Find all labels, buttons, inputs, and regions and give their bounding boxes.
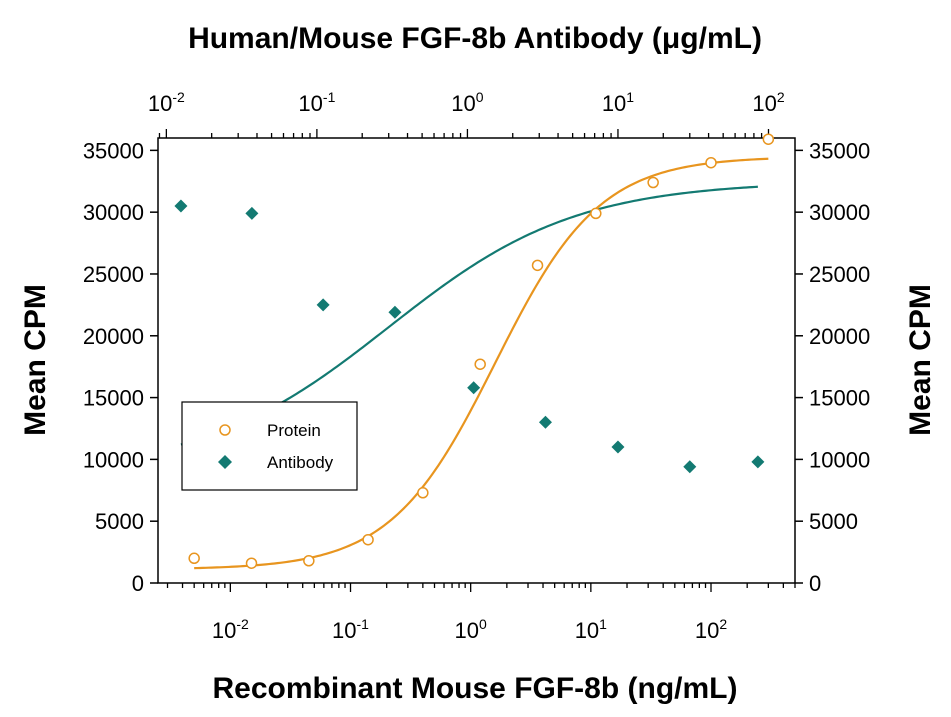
antibody-point xyxy=(174,199,188,213)
y-tick-label-left: 10000 xyxy=(83,447,144,472)
bottom-x-tick-label: 100 xyxy=(455,616,487,643)
y-tick-label-right: 30000 xyxy=(809,200,870,225)
protein-point xyxy=(531,259,544,272)
legend-antibody-label: Antibody xyxy=(267,453,334,472)
y-tick-label-right: 5000 xyxy=(809,509,858,534)
top-x-tick-label: 10-2 xyxy=(148,89,185,116)
y-tick-label-left: 25000 xyxy=(83,262,144,287)
plot-border xyxy=(157,137,796,584)
top-x-tick-label: 101 xyxy=(602,89,634,116)
protein-point xyxy=(762,133,775,145)
protein-point xyxy=(590,207,602,220)
y-tick-label-left: 30000 xyxy=(83,200,144,225)
antibody-point xyxy=(316,298,330,312)
left-y-axis-title: Mean CPM xyxy=(19,284,52,436)
legend-box xyxy=(181,401,358,491)
axes-group: 0 0 5000 5000 10000 10000 15000 15000 20000 20000… xyxy=(83,89,870,643)
y-tick-label-right: 15000 xyxy=(809,386,870,411)
top-x-tick-label: 100 xyxy=(451,89,483,116)
plot-frame xyxy=(157,137,796,584)
antibody-point xyxy=(611,440,625,454)
top-axis-title: Human/Mouse FGF-8b Antibody (μg/mL) xyxy=(188,22,762,55)
y-tick-label-right: 10000 xyxy=(809,447,870,472)
bottom-x-tick-label: 10-2 xyxy=(212,616,249,643)
protein-point xyxy=(362,533,374,546)
y-tick-label-left: 15000 xyxy=(83,386,144,411)
antibody-point xyxy=(388,305,402,319)
legend-antibody-marker xyxy=(218,455,232,469)
top-x-tick-label: 102 xyxy=(752,89,784,116)
bottom-x-tick-label: 102 xyxy=(695,616,727,643)
y-tick-label-left: 20000 xyxy=(83,324,144,349)
data-points xyxy=(174,133,775,569)
right-y-axis-title: Mean CPM xyxy=(904,284,937,436)
bottom-x-tick-label: 101 xyxy=(575,616,607,643)
protein-point xyxy=(647,176,659,189)
antibody-point xyxy=(245,206,259,220)
protein-point xyxy=(245,557,258,569)
legend-protein-label: Protein xyxy=(267,421,321,440)
y-tick-label-left: 5000 xyxy=(95,509,144,534)
antibody-point xyxy=(538,415,552,429)
protein-point xyxy=(303,555,315,567)
protein-point xyxy=(474,358,486,370)
bottom-axis-title: Recombinant Mouse FGF-8b (ng/mL) xyxy=(213,672,738,705)
antibody-point xyxy=(467,381,481,395)
legend: Protein Antibody xyxy=(181,401,358,491)
top-x-tick-label: 10-1 xyxy=(298,89,335,116)
protein-point xyxy=(417,487,429,499)
legend-protein-marker xyxy=(219,424,231,436)
protein-point xyxy=(188,552,200,565)
protein-fit-curve xyxy=(194,157,769,570)
bottom-x-tick-label: 10-1 xyxy=(332,616,369,643)
protein-point xyxy=(705,156,717,169)
y-tick-label-right: 25000 xyxy=(809,262,870,287)
antibody-point xyxy=(751,455,765,469)
y-tick-label-left: 35000 xyxy=(83,138,144,163)
y-tick-label-left: 0 xyxy=(132,571,144,596)
antibody-point xyxy=(683,460,697,474)
y-tick-label-right: 20000 xyxy=(809,324,870,349)
y-tick-label-right: 0 xyxy=(809,571,821,596)
y-tick-label-right: 35000 xyxy=(809,138,870,163)
